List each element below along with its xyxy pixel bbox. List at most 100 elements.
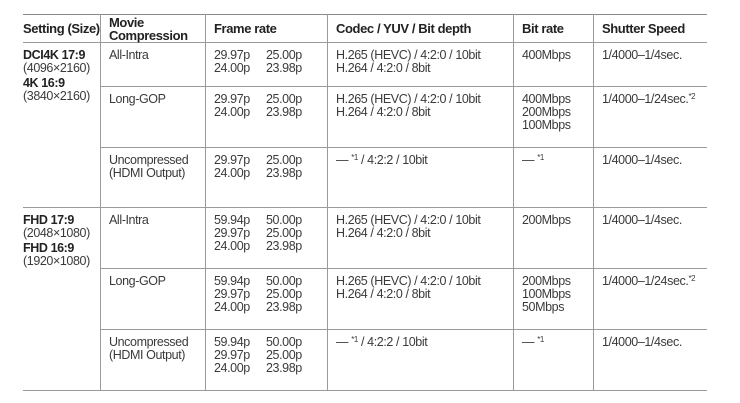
compression-text: (HDMI Output) — [109, 348, 186, 362]
shutter-speed-value: 1/4000–1/4sec. — [602, 335, 682, 349]
size-resolution: (2048×1080) — [23, 226, 90, 240]
shutter-speed-value: 1/4000–1/4sec. — [602, 213, 682, 227]
codec-text: — — [336, 335, 352, 349]
frame-rate-cell: 29.97p 25.00p 24.00p 23.98p — [205, 42, 328, 87]
codec-text: H.265 (HEVC) / 4:2:0 / 10bit — [336, 274, 481, 288]
bit-rate-value: 400Mbps — [522, 92, 571, 106]
header-shutter-speed: Shutter Speed — [593, 14, 707, 43]
frame-rate-value: 59.94p — [214, 335, 250, 349]
footnote-mark: *1 — [537, 335, 544, 344]
codec-cell: — *1 / 4:2:2 / 10bit — [327, 147, 514, 208]
frame-rate-cell: 59.94p 50.00p 29.97p 25.00p 24.00p 23.98p — [205, 268, 328, 330]
codec-cell: H.265 (HEVC) / 4:2:0 / 10bit H.264 / 4:2:… — [327, 42, 514, 87]
frame-rate-value: 29.97p — [214, 153, 250, 167]
table-row: Uncompressed (HDMI Output) 29.97p 25.00p 24.… — [23, 147, 707, 208]
compression-text: All-Intra — [109, 213, 149, 227]
bit-rate-value: 200Mbps — [522, 213, 571, 227]
size-resolution: (1920×1080) — [23, 254, 90, 268]
recording-format-table: Setting (Size) Movie Compression Frame r… — [23, 14, 707, 391]
codec-text: H.265 (HEVC) / 4:2:0 / 10bit — [336, 92, 481, 106]
frame-rate-value: 24.00p — [214, 61, 250, 75]
frame-rate-value: 25.00p — [266, 226, 302, 240]
header-row: Setting (Size) Movie Compression Frame r… — [23, 14, 707, 43]
compression-cell: Uncompressed (HDMI Output) — [100, 329, 206, 391]
frame-rate-value: 50.00p — [266, 213, 302, 227]
compression-text: Uncompressed — [109, 153, 189, 167]
footnote-mark: *2 — [688, 92, 696, 101]
frame-rate-value: 23.98p — [266, 61, 302, 75]
shutter-speed-cell: 1/4000–1/4sec. — [593, 42, 707, 87]
frame-rate-value: 59.94p — [214, 213, 250, 227]
shutter-speed-value: 1/4000–1/4sec. — [602, 48, 682, 62]
frame-rate-cell: 29.97p 25.00p 24.00p 23.98p — [205, 147, 328, 208]
frame-rate-value: 29.97p — [214, 92, 250, 106]
frame-rate-cell: 59.94p 50.00p 29.97p 25.00p 24.00p 23.98p — [205, 207, 328, 269]
codec-text: H.264 / 4:2:0 / 8bit — [336, 226, 431, 240]
shutter-speed-value: 1/4000–1/4sec. — [602, 153, 682, 167]
table-row: DCI4K 17:9 (4096×2160) 4K 16:9 (3840×2160) A… — [23, 42, 707, 208]
setting-size-cell: FHD 17:9 (2048×1080) FHD 16:9 (1920×1080) — [23, 207, 101, 391]
shutter-speed-cell: 1/4000–1/24sec.*2 — [593, 268, 707, 330]
footnote-mark: *1 — [351, 335, 358, 344]
codec-cell: H.265 (HEVC) / 4:2:0 / 10bit H.264 / 4:2:… — [327, 207, 514, 269]
frame-rate-value: 25.00p — [266, 348, 302, 362]
shutter-speed-cell: 1/4000–1/4sec. — [593, 147, 707, 208]
table-row: Uncompressed (HDMI Output) 59.94p 50.00p 29.… — [23, 329, 707, 391]
codec-text: / 4:2:2 / 10bit — [357, 153, 428, 167]
frame-rate-value: 25.00p — [266, 92, 302, 106]
frame-rate-cell: 59.94p 50.00p 29.97p 25.00p 24.00p 23.98p — [205, 329, 328, 391]
bit-rate-cell: — *1 — [513, 147, 594, 208]
frame-rate-value: 24.00p — [214, 361, 250, 375]
shutter-speed-cell: 1/4000–1/4sec. — [593, 207, 707, 269]
codec-text: H.264 / 4:2:0 / 8bit — [336, 105, 431, 119]
bit-rate-value: 200Mbps — [522, 105, 571, 119]
header-bit-rate: Bit rate — [513, 14, 594, 43]
table-row: Long-GOP 59.94p 50.00p 29.97p 25.00p 24.00p 23… — [23, 268, 707, 330]
table-row: FHD 17:9 (2048×1080) FHD 16:9 (1920×1080) Al… — [23, 207, 707, 391]
footnote-mark: *1 — [351, 153, 358, 162]
size-name: FHD 16:9 — [23, 241, 74, 255]
frame-rate-value: 29.97p — [214, 348, 250, 362]
bit-rate-value: 100Mbps — [522, 118, 571, 132]
frame-rate-value: 23.98p — [266, 239, 302, 253]
compression-text: (HDMI Output) — [109, 166, 186, 180]
frame-rate-value: 29.97p — [214, 287, 250, 301]
size-name: FHD 17:9 — [23, 213, 74, 227]
frame-rate-value: 29.97p — [214, 48, 250, 62]
header-movie-compression: Movie Compression — [100, 14, 206, 43]
compression-cell: All-Intra — [100, 207, 206, 269]
compression-text: All-Intra — [109, 48, 149, 62]
codec-text: H.265 (HEVC) / 4:2:0 / 10bit — [336, 48, 481, 62]
frame-rate-value: 23.98p — [266, 361, 302, 375]
header-setting-size: Setting (Size) — [23, 14, 101, 43]
bit-rate-value: — — [522, 153, 538, 167]
shutter-speed-cell: 1/4000–1/24sec.*2 — [593, 86, 707, 148]
codec-cell: H.265 (HEVC) / 4:2:0 / 10bit H.264 / 4:2:… — [327, 86, 514, 148]
frame-rate-value: 23.98p — [266, 166, 302, 180]
codec-cell: H.265 (HEVC) / 4:2:0 / 10bit H.264 / 4:2:… — [327, 268, 514, 330]
bit-rate-value: 400Mbps — [522, 48, 571, 62]
bit-rate-cell: 400Mbps 200Mbps 100Mbps — [513, 86, 594, 148]
frame-rate-value: 24.00p — [214, 239, 250, 253]
compression-text: Uncompressed — [109, 335, 189, 349]
codec-text: / 4:2:2 / 10bit — [357, 335, 428, 349]
frame-rate-value: 23.98p — [266, 300, 302, 314]
size-name: 4K 16:9 — [23, 76, 65, 90]
frame-rate-value: 25.00p — [266, 153, 302, 167]
table-row: Long-GOP 29.97p 25.00p 24.00p 23.98p H.265 (H… — [23, 86, 707, 148]
frame-rate-cell: 29.97p 25.00p 24.00p 23.98p — [205, 86, 328, 148]
bit-rate-cell: 200Mbps — [513, 207, 594, 269]
compression-cell: Long-GOP — [100, 86, 206, 148]
header-frame-rate: Frame rate — [205, 14, 328, 43]
codec-text: — — [336, 153, 352, 167]
frame-rate-value: 59.94p — [214, 274, 250, 288]
bit-rate-value: — — [522, 335, 538, 349]
bit-rate-value: 200Mbps — [522, 274, 571, 288]
frame-rate-value: 24.00p — [214, 105, 250, 119]
compression-text: Long-GOP — [109, 274, 166, 288]
size-name: DCI4K 17:9 — [23, 48, 85, 62]
size-resolution: (3840×2160) — [23, 89, 90, 103]
frame-rate-value: 25.00p — [266, 48, 302, 62]
bit-rate-cell: 200Mbps 100Mbps 50Mbps — [513, 268, 594, 330]
codec-cell: — *1 / 4:2:2 / 10bit — [327, 329, 514, 391]
